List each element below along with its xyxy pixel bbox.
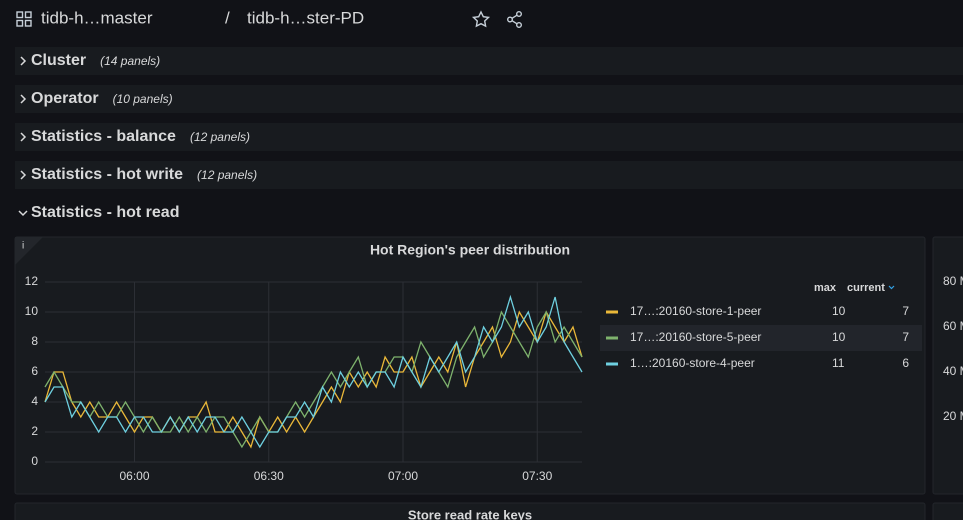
breadcrumb-separator: / <box>225 8 230 27</box>
row-title[interactable]: Statistics - hot read <box>31 204 179 221</box>
next-panel <box>14 502 926 520</box>
row-panel-count: (12 panels) <box>197 168 257 182</box>
x-tick-label: 06:00 <box>119 469 149 483</box>
row-title[interactable]: Statistics - balance <box>31 128 176 145</box>
panel-info-corner[interactable] <box>15 237 43 265</box>
y-tick-label: 4 <box>31 394 38 408</box>
row-chevron[interactable] <box>20 132 27 142</box>
legend-name[interactable]: 17…:20160-store-1-peer <box>630 304 761 318</box>
side-tick-label: 20 M <box>943 409 963 423</box>
y-tick-label: 10 <box>25 304 39 318</box>
legend-current: 6 <box>902 356 909 370</box>
legend-swatch <box>606 310 618 314</box>
row-title[interactable]: Statistics - hot write <box>31 166 183 183</box>
row-bar[interactable] <box>15 123 963 151</box>
row-panel-count: (12 panels) <box>190 130 250 144</box>
legend-current: 7 <box>902 330 909 344</box>
row-chevron[interactable] <box>20 94 27 104</box>
y-tick-label: 2 <box>31 424 38 438</box>
row-chevron[interactable] <box>18 210 28 217</box>
legend-swatch <box>606 336 618 340</box>
x-tick-label: 07:00 <box>388 469 418 483</box>
row-bar[interactable] <box>15 47 963 75</box>
y-tick-label: 12 <box>25 274 39 288</box>
legend-max: 10 <box>832 330 846 344</box>
breadcrumb-dashboard[interactable]: tidb-h…ster-PD <box>247 8 364 27</box>
side-tick-label: 80 M <box>943 274 963 288</box>
side-tick-label: 40 M <box>943 364 963 378</box>
row-bar[interactable] <box>15 161 963 189</box>
x-tick-label: 07:30 <box>522 469 552 483</box>
side-panel <box>932 236 963 495</box>
sort-chevron <box>888 285 895 290</box>
legend-max: 10 <box>832 304 846 318</box>
row-title[interactable]: Cluster <box>31 52 86 69</box>
row-bar[interactable] <box>15 85 963 113</box>
legend-name[interactable]: 1…:20160-store-4-peer <box>630 356 755 370</box>
row-title[interactable]: Operator <box>31 90 99 107</box>
series-line <box>44 294 583 449</box>
grid-icon[interactable] <box>16 11 32 27</box>
legend-swatch <box>606 362 618 366</box>
share-button[interactable] <box>507 10 523 29</box>
row-chevron[interactable] <box>20 170 27 180</box>
info-icon: i <box>22 241 24 252</box>
y-tick-label: 8 <box>31 334 38 348</box>
rows: Cluster (14 panels) Operator (10 panels) Sta… <box>15 47 963 221</box>
legend-max: 11 <box>832 356 845 370</box>
panel-title[interactable]: Hot Region's peer distribution <box>370 242 570 258</box>
legend-row-highlight <box>600 325 922 351</box>
legend-name[interactable]: 17…:20160-store-5-peer <box>630 330 761 344</box>
x-tick-label: 06:30 <box>254 469 284 483</box>
row-chevron[interactable] <box>20 56 27 66</box>
chart: 80 M 60 M 40 M 20 M 0 2 4 6 8 10 12 06:00 06:30 07:00… <box>25 274 963 483</box>
y-tick-label: 6 <box>31 364 38 378</box>
legend-current: 7 <box>902 304 909 318</box>
breadcrumb-folder[interactable]: tidb-h…master <box>41 8 153 27</box>
next-side-panel <box>932 502 963 520</box>
row-panel-count: (14 panels) <box>100 54 160 68</box>
side-tick-label: 60 M <box>943 319 963 333</box>
star-button[interactable] <box>471 10 491 28</box>
legend-header[interactable]: max <box>814 282 837 294</box>
y-tick-label: 0 <box>31 454 38 468</box>
legend-header[interactable]: current <box>847 282 885 294</box>
next-panel-title[interactable]: Store read rate keys <box>408 507 532 520</box>
row-panel-count: (10 panels) <box>113 92 173 106</box>
